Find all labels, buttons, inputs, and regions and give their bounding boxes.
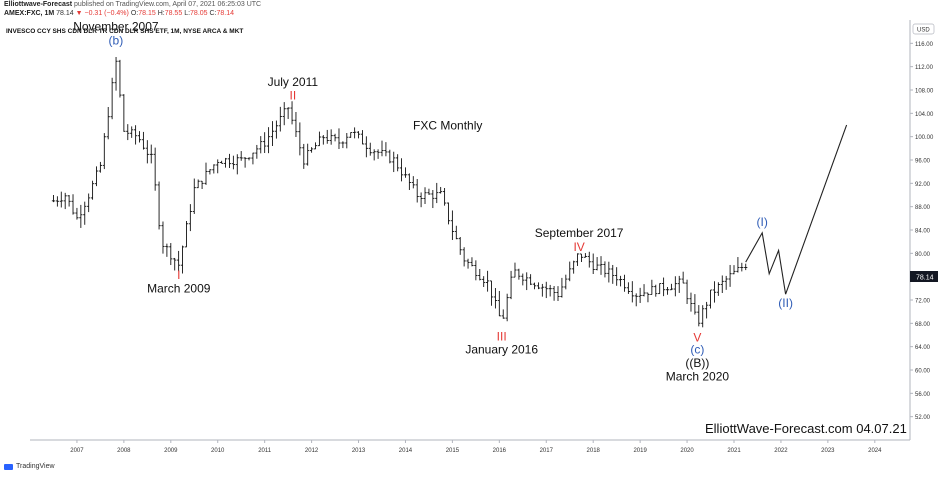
close-value: 78.14 (216, 10, 235, 17)
symbol-label: AMEX:FXC, 1M (4, 10, 55, 17)
wave-label: (b) (109, 34, 124, 48)
x-tick-label: 2012 (305, 448, 319, 454)
x-tick-label: 2013 (352, 448, 366, 454)
publish-header: Elliottwave-Forecast published on Tradin… (4, 1, 261, 8)
y-tick-label: 92.00 (915, 182, 931, 188)
y-tick-label: 100.00 (915, 135, 934, 141)
x-tick-label: 2007 (70, 448, 84, 454)
wave-label: (c) (690, 343, 704, 357)
last-price-tag-text: 78.14 (916, 275, 934, 282)
wave-label: FXC Monthly (413, 119, 482, 133)
publisher-name: Elliottwave-Forecast (4, 1, 73, 8)
last-price-tag-bg (910, 271, 938, 282)
x-tick-label: 2017 (540, 448, 554, 454)
last-price-tag: 78.14 (910, 271, 938, 282)
wave-label: March 2009 (147, 281, 211, 295)
x-tick-label: 2022 (774, 448, 788, 454)
currency-badge-box (912, 23, 935, 35)
x-tick-label: 2023 (821, 448, 835, 454)
currency-badge: USD (912, 23, 935, 35)
wave-label: July 2011 (268, 75, 319, 89)
y-tick-label: 108.00 (915, 89, 934, 95)
x-tick-label: 2019 (633, 448, 647, 454)
x-tick-label: 2009 (164, 448, 178, 454)
close-label: C: (209, 10, 217, 17)
wave-label: V (693, 330, 701, 344)
y-tick-label: 96.00 (915, 159, 931, 165)
x-tick-label: 2016 (493, 448, 507, 454)
y-tick-label: 88.00 (915, 205, 931, 211)
down-arrow-icon: ▼ (75, 10, 83, 17)
y-tick-label: 56.00 (915, 392, 931, 398)
wave-label: November 2007 (73, 20, 159, 34)
tradingview-label: TradingView (16, 463, 55, 470)
x-tick-label: 2024 (868, 448, 882, 454)
y-tick-label: 64.00 (915, 345, 931, 351)
x-tick-label: 2011 (258, 448, 272, 454)
low-label: L: (184, 10, 191, 17)
high-value: 78.55 (164, 10, 183, 17)
tradingview-logo[interactable]: TradingView (4, 463, 55, 470)
x-tick-label: 2018 (587, 448, 601, 454)
projection-path (745, 124, 848, 295)
ohlc-bars (51, 57, 748, 328)
y-tick-label: 84.00 (915, 229, 931, 235)
symbol-header: AMEX:FXC, 1M 78.14 ▼ −0.31 (−0.4%) O:78.… (4, 10, 234, 17)
wave-label: ((B)) (685, 356, 709, 370)
price-axis[interactable]: 116.00 112.00 108.00 104.00 100.00 96.00 92.00… (910, 42, 934, 421)
open-label: O: (130, 10, 139, 17)
y-tick-label: 80.00 (915, 252, 931, 258)
y-tick-label: 60.00 (915, 369, 931, 375)
wave-label: September 2017 (535, 226, 624, 240)
wave-label: January 2016 (465, 343, 538, 357)
tradingview-icon (4, 463, 13, 470)
x-tick-label: 2020 (680, 448, 694, 454)
y-tick-label: 104.00 (915, 112, 934, 118)
watermark-text: ElliottWave-Forecast.com 04.07.21 (705, 421, 907, 436)
x-tick-label: 2008 (117, 448, 131, 454)
high-label: H: (157, 10, 165, 17)
wave-label: IV (573, 240, 584, 254)
x-tick-label: 2010 (211, 448, 225, 454)
currency-badge-text: USD (917, 28, 930, 34)
wave-label: I (177, 268, 180, 282)
y-tick-label: 52.00 (915, 415, 931, 421)
last-price-header: 78.14 (56, 10, 74, 17)
y-tick-label: 112.00 (915, 65, 934, 71)
projection-line (745, 124, 848, 295)
y-tick-label: 116.00 (915, 42, 934, 48)
wave-label: II (289, 88, 296, 102)
low-value: 78.05 (190, 10, 208, 17)
wave-label: March 2020 (666, 370, 730, 384)
x-tick-label: 2014 (399, 448, 413, 454)
x-tick-label: 2015 (446, 448, 460, 454)
y-tick-label: 68.00 (915, 322, 931, 328)
time-axis[interactable]: 2007 2008 2009 2010 2011 2012 2013 2014 2015 2016… (70, 440, 882, 454)
x-tick-label: 2021 (727, 448, 741, 454)
wave-label: (II) (778, 296, 793, 310)
publish-info: published on TradingView.com, April 07, … (74, 1, 262, 8)
price-change: −0.31 (−0.4%) (84, 10, 129, 17)
wave-label: III (497, 329, 507, 343)
open-value: 78.15 (138, 10, 156, 17)
chart-title: INVESCO CCY SHS CDN DLR TR CDN DLR SHS E… (6, 28, 243, 35)
wave-label: (I) (756, 215, 767, 229)
y-tick-label: 72.00 (915, 299, 931, 305)
